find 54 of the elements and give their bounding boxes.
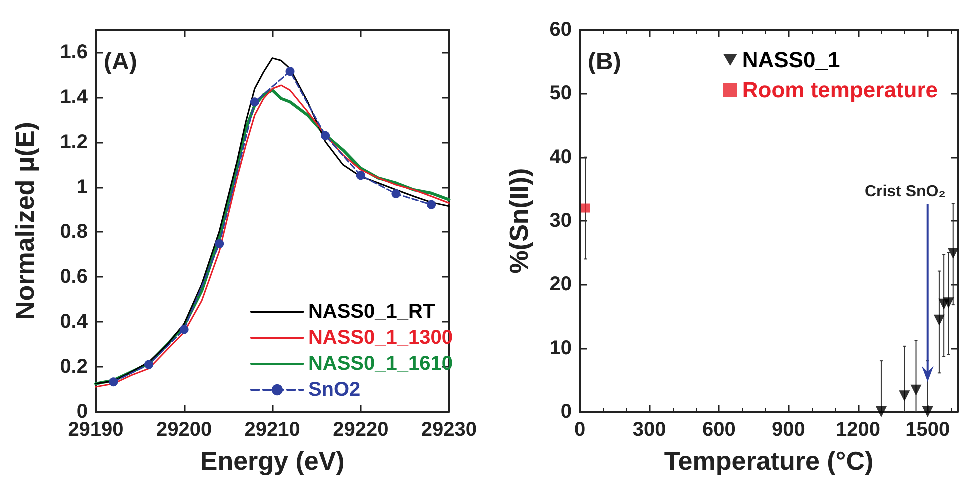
y-tick-label: 1.4: [60, 86, 89, 108]
y-tick-label: 40: [550, 146, 572, 168]
point: [215, 239, 224, 248]
y-tick-label: 0: [560, 401, 572, 423]
point: [581, 204, 590, 213]
y-axis-title: Normalized μ(E): [10, 122, 40, 320]
legend-label: NASS0_1_RT: [308, 301, 436, 323]
y-tick-label: 30: [550, 210, 572, 232]
y-tick-label: 0.4: [60, 311, 89, 334]
y-tick-label: 1.6: [60, 41, 88, 64]
point: [180, 325, 189, 334]
x-tick-label: 600: [702, 419, 736, 441]
y-tick-label: 50: [550, 82, 572, 105]
x-tick-label: 29230: [421, 419, 478, 441]
annotation: (B): [588, 48, 622, 76]
legend-label: NASS0_1: [742, 48, 840, 72]
x-tick-label: 300: [632, 419, 666, 441]
point: [910, 384, 922, 396]
y-tick-label: 60: [550, 19, 572, 41]
point: [427, 200, 436, 210]
x-tick-label: 0: [574, 419, 586, 441]
point: [934, 314, 945, 326]
point: [356, 171, 366, 180]
point: [286, 67, 295, 76]
x-tick-label: 29200: [156, 419, 212, 441]
y-tick-label: 20: [550, 274, 572, 296]
y-tick-label: 10: [550, 337, 572, 360]
x-tick-label: 1500: [906, 419, 950, 441]
legend-label: Room temperature: [742, 78, 938, 102]
x-tick-label: 29220: [333, 419, 389, 441]
x-axis-title: Temperature (°C): [664, 446, 874, 476]
legend-label: SnO2: [308, 379, 361, 401]
point: [899, 390, 910, 402]
point: [109, 378, 118, 387]
x-tick-label: 29210: [244, 419, 300, 441]
y-tick-label: 0.6: [60, 266, 88, 288]
y-tick-label: 0.8: [60, 221, 88, 244]
point: [876, 406, 887, 418]
y-axis-title: %(Sn(II)): [504, 168, 534, 274]
point: [321, 131, 330, 140]
y-tick-label: 1.2: [60, 131, 88, 154]
x-tick-label: 1200: [836, 419, 881, 441]
y-tick-label: 0.2: [60, 356, 88, 378]
annotation: Crist SnO₂: [864, 184, 946, 201]
x-tick-label: 900: [772, 419, 806, 441]
y-tick-label: 1: [76, 176, 88, 198]
point: [943, 298, 954, 309]
x-axis-title: Energy (eV): [200, 446, 345, 476]
point: [922, 406, 934, 418]
point: [250, 98, 260, 107]
point: [144, 360, 154, 370]
point: [392, 190, 401, 199]
annotation: (A): [104, 48, 138, 76]
point: [948, 248, 959, 259]
